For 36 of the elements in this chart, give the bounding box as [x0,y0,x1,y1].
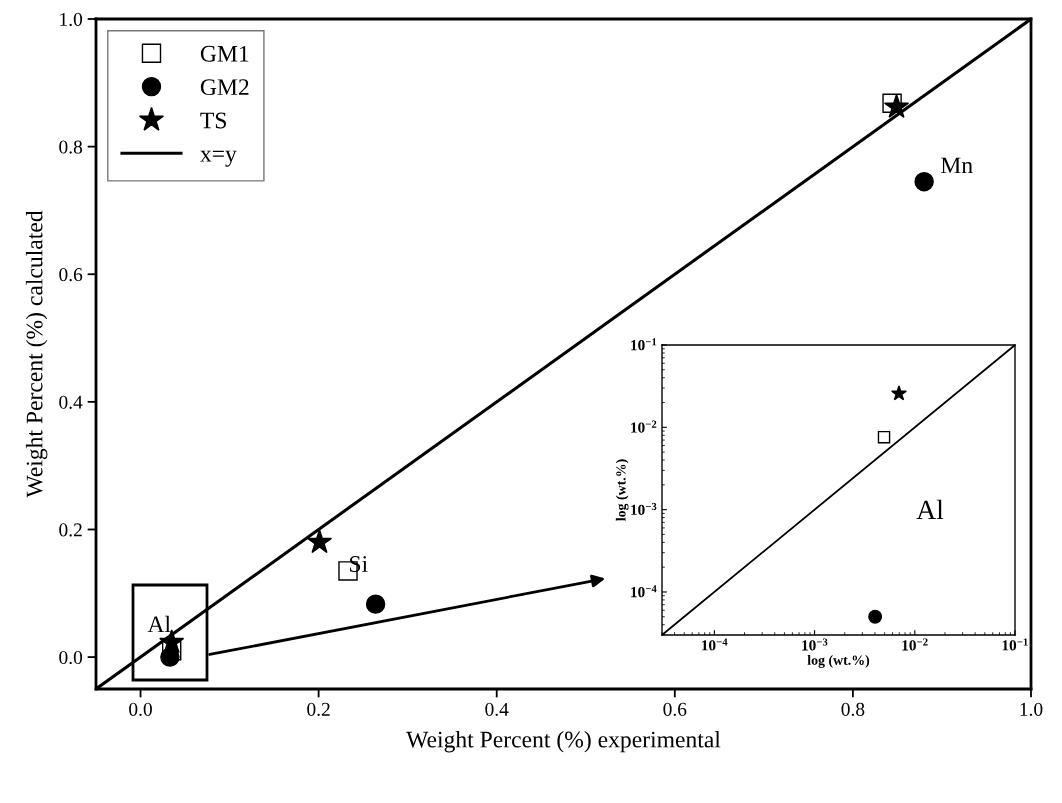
x-tick-label: 10$^{−3}$ [802,638,828,651]
y-axis-title: Weight Percent (%) calculated [25,210,48,498]
legend-label: x=y [200,150,237,167]
x-tick-label: 10$^{−2}$ [902,638,928,651]
y-tick-label: 0.0 [59,650,83,665]
point [914,171,934,192]
legend-label: GM1 [200,45,249,62]
x-tick-label: 0.4 [485,702,509,716]
y-tick-label: 0.4 [59,395,83,409]
point [365,594,386,614]
y-tick-label: 10$^{−4}$ [631,585,657,598]
y-tick-label: 10$^{−1}$ [631,338,657,351]
x-axis-title: Weight Percent (%) experimental [406,730,721,753]
annotation: Al [147,615,171,633]
x-axis-title: log (wt.%) [807,655,870,668]
x-tick-label: 10$^{−4}$ [702,638,728,651]
y-tick-label: 1.0 [60,12,83,27]
x-tick-label: 10$^{−1}$ [1002,638,1028,651]
y-tick-label: 0.2 [59,523,82,537]
point [883,93,910,118]
y-axis-title: log (wt.%) [615,459,629,521]
y-tick-label: 10$^{−2}$ [631,420,657,433]
x-tick-label: 0.0 [129,702,152,716]
annotation: Al [916,499,944,519]
x-tick-label: 1.0 [1020,702,1043,716]
x-tick-label: 0.8 [841,702,865,716]
x-tick-label: 0.2 [307,702,330,716]
annotation: Si [350,556,368,572]
x-tick-label: 0.6 [663,702,687,716]
y-tick-label: 0.8 [59,140,83,154]
legend-label: TS [200,112,226,129]
y-tick-label: 10$^{−3}$ [631,502,657,516]
annotation: Mn [940,157,973,174]
legend-label: GM2 [200,79,249,96]
point [306,529,333,554]
y-tick-label: 0.6 [59,268,83,282]
